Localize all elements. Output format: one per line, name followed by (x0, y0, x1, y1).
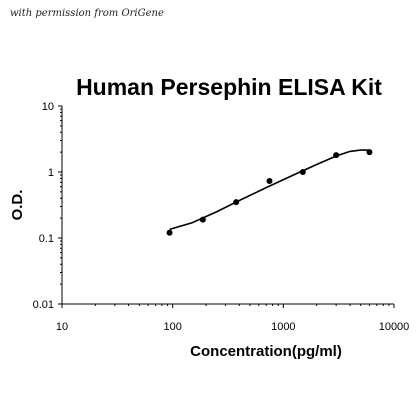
x-tick-label: 1000 (271, 321, 295, 333)
data-point (266, 178, 273, 185)
fit-curve (169, 149, 370, 231)
data-point (333, 152, 340, 159)
data-point (166, 229, 173, 236)
data-point (299, 169, 306, 175)
y-tick-label: 1 (48, 167, 54, 179)
x-tick-label: 100 (163, 321, 181, 333)
data-point (199, 216, 206, 223)
plot-axes (61, 106, 394, 305)
x-tick-label: 10000 (379, 321, 410, 333)
credit-note: with permission from OriGene (10, 8, 164, 19)
axis-ticks: 0.01 0.1 1 10 10 100 1000 10000 (33, 101, 410, 333)
y-tick-label: 0.1 (39, 233, 54, 245)
x-tick-label: 10 (56, 321, 68, 333)
chart-title: Human Persephin ELISA Kit (76, 74, 382, 100)
data-points (166, 149, 373, 236)
y-tick-label: 0.01 (33, 299, 54, 311)
x-axis-label: Concentration(pg/ml) (190, 343, 342, 360)
y-axis-label: O.D. (9, 190, 26, 221)
data-point (233, 199, 240, 206)
data-point (366, 149, 373, 156)
y-tick-label: 10 (42, 101, 54, 113)
